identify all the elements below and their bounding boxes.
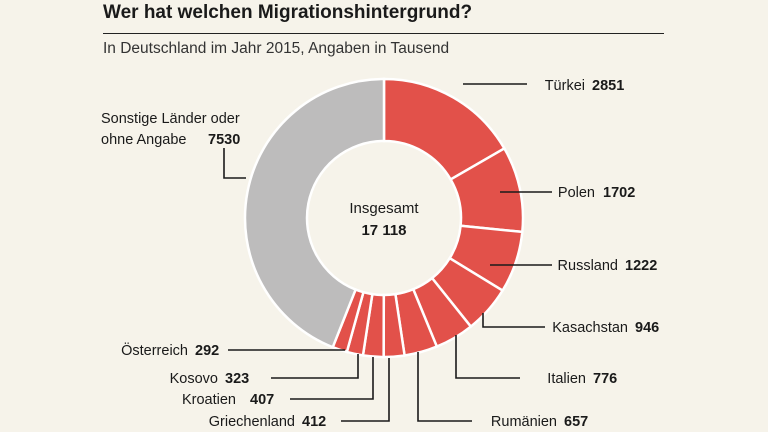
leader-line-sonstige-laender-oder-ohne-angabe — [223, 148, 246, 179]
title-divider — [103, 33, 664, 34]
leader-line-rumaenien — [417, 352, 472, 422]
slice-value-tuerkei: 2851 — [592, 78, 624, 94]
center-total: 17 118 — [361, 222, 406, 239]
slice-value-rumaenien: 657 — [564, 414, 588, 430]
slice-label-kosovo: Kosovo — [170, 371, 218, 387]
slice-value-italien: 776 — [593, 371, 617, 387]
leader-lines — [223, 83, 552, 422]
donut-slices — [243, 77, 525, 359]
slice-label-sonstige-laender-oder-ohne-angabe-line1: Sonstige Länder oder — [101, 111, 240, 127]
slice-value-kroatien: 407 — [250, 392, 274, 408]
slice-labels: Türkei 2851 Polen 1702 Russland 1222 Kasachsta… — [101, 78, 659, 430]
slice-value-sonstige-laender-oder-ohne-angabe: 7530 — [208, 132, 240, 148]
slice-value-kosovo: 323 — [225, 371, 249, 387]
chart-title: Wer hat welchen Migrationshintergrund? — [103, 2, 473, 23]
leader-line-kroatien — [290, 357, 374, 400]
slice-value-russland: 1222 — [625, 258, 657, 274]
slice-label-griechenland: Griechenland — [209, 414, 295, 430]
leader-line-kasachstan — [482, 313, 545, 328]
slice-value-oesterreich: 292 — [195, 343, 219, 359]
slice-label-russland: Russland — [558, 258, 618, 274]
slice-value-griechenland: 412 — [302, 414, 326, 430]
slice-sonstige-laender-oder-ohne-angabe — [243, 77, 386, 349]
slice-label-rumaenien: Rumänien — [491, 414, 557, 430]
slice-value-polen: 1702 — [603, 185, 635, 201]
slice-label-kasachstan: Kasachstan — [552, 320, 628, 336]
leader-line-kosovo — [271, 354, 359, 379]
chart-subtitle: In Deutschland im Jahr 2015, Angaben in … — [103, 40, 450, 57]
leader-line-italien — [455, 335, 520, 379]
slice-label-tuerkei: Türkei — [545, 78, 585, 94]
slice-value-kasachstan: 946 — [635, 320, 659, 336]
slice-label-kroatien: Kroatien — [182, 392, 236, 408]
slice-label-sonstige-laender-oder-ohne-angabe-line2: ohne Angabe — [101, 132, 186, 148]
slice-label-polen: Polen — [558, 185, 595, 201]
center-label: Insgesamt — [349, 200, 419, 217]
slice-label-italien: Italien — [547, 371, 586, 387]
slice-label-oesterreich: Österreich — [121, 341, 188, 359]
leader-line-griechenland — [341, 358, 390, 422]
